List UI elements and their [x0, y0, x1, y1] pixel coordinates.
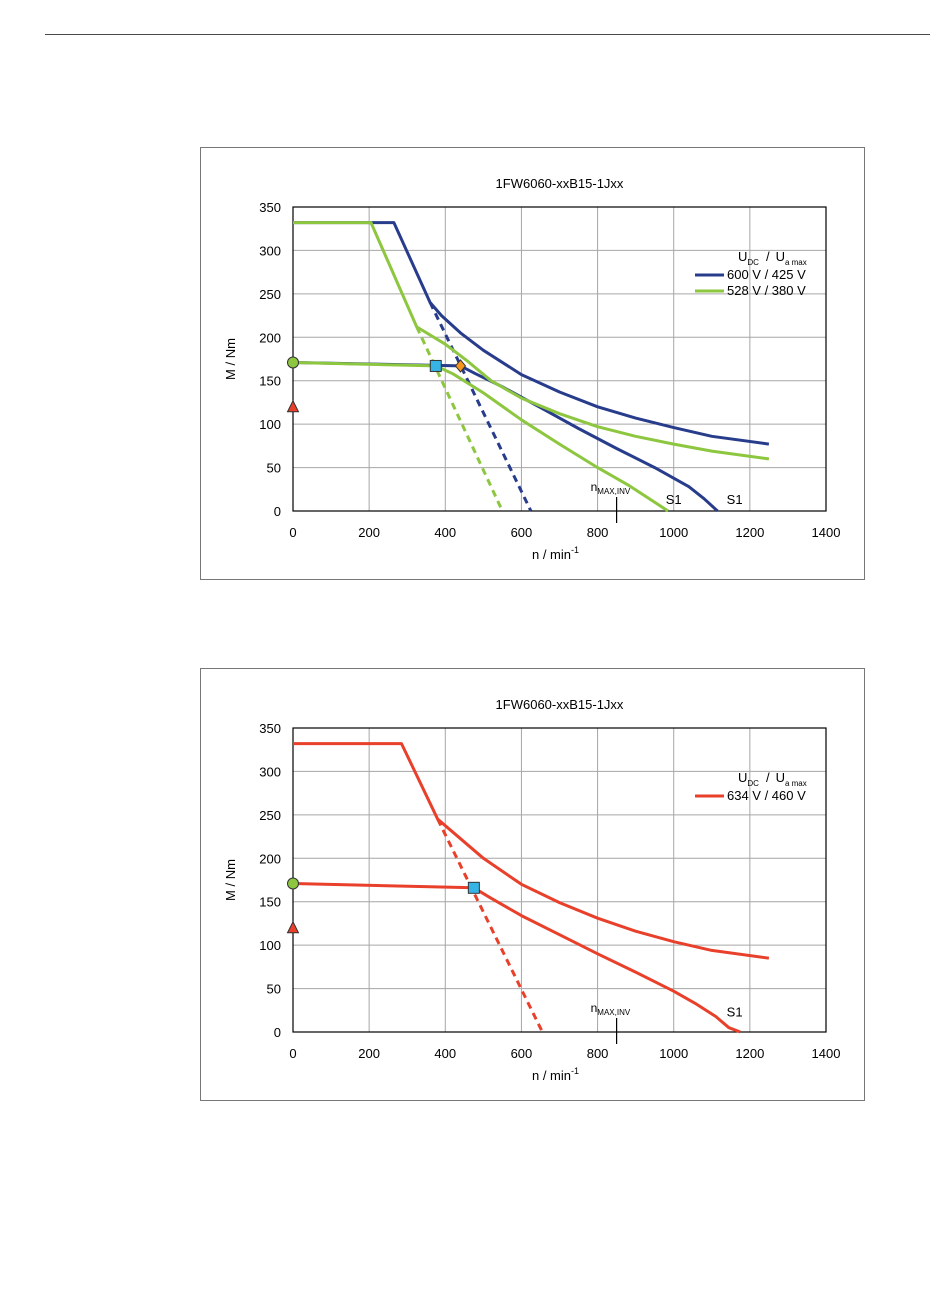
x-tick-label: 1200 — [735, 1046, 764, 1061]
x-axis-label-base: n / min — [532, 547, 571, 562]
s1-label: S1 — [666, 492, 682, 507]
y-tick-label: 300 — [259, 764, 281, 779]
legend-header-u1: U — [738, 770, 747, 785]
series-line-2 — [292, 361, 719, 513]
x-axis-label: n / min-1 — [532, 545, 579, 562]
chart-title: 1FW6060-xxB15-1Jxx — [496, 176, 624, 191]
series-line-1 — [428, 301, 533, 512]
legend-entry-label: 600 V / 425 V — [727, 267, 806, 282]
y-tick-label: 150 — [259, 374, 281, 389]
x-tick-label: 200 — [358, 1046, 380, 1061]
x-axis-label-sup: -1 — [571, 545, 579, 555]
y-tick-label: 200 — [259, 851, 281, 866]
s1-label: S1 — [727, 1004, 743, 1019]
y-tick-label: 100 — [259, 417, 281, 432]
x-tick-label: 0 — [289, 525, 296, 540]
chart-panel-1: 1FW6060-xxB15-1Jxx 0 200 400 600 800 1000 1200 1… — [200, 147, 865, 580]
legend-header-sep: / — [766, 249, 770, 264]
y-tick-label: 100 — [259, 938, 281, 953]
series-line-0 — [293, 742, 770, 960]
y-tick-label: 300 — [259, 243, 281, 258]
marker-diamond — [454, 359, 467, 373]
x-tick-label: 1400 — [812, 1046, 841, 1061]
marker-circle — [287, 356, 299, 369]
x-axis-label: n / min-1 — [532, 1066, 579, 1083]
y-tick-label: 0 — [274, 1025, 281, 1040]
x-tick-label: 800 — [587, 525, 609, 540]
x-axis-label-base: n / min — [532, 1068, 571, 1083]
legend-header-s2: a max — [785, 779, 807, 788]
legend-header-u2: U — [776, 249, 785, 264]
n-max-inv-n: n — [591, 480, 598, 494]
legend-entry-label: 634 V / 460 V — [727, 788, 806, 803]
x-tick-label: 600 — [511, 525, 533, 540]
x-tick-label: 200 — [358, 525, 380, 540]
series-line-5 — [292, 361, 669, 513]
s1-label: S1 — [727, 492, 743, 507]
series-line-1 — [436, 818, 544, 1033]
series-line-0 — [293, 221, 770, 446]
n-max-inv-n: n — [591, 1001, 598, 1015]
marker-circle — [287, 877, 299, 890]
legend-header-sep: / — [766, 770, 770, 785]
legend-header-s1: DC — [747, 258, 759, 267]
x-tick-label: 1000 — [659, 525, 688, 540]
marker-triangle — [286, 399, 300, 413]
x-tick-label: 1400 — [812, 525, 841, 540]
x-tick-label: 1200 — [735, 525, 764, 540]
y-tick-label: 250 — [259, 808, 281, 823]
y-tick-label: 250 — [259, 287, 281, 302]
y-tick-label: 50 — [267, 982, 281, 997]
marker-square — [429, 359, 442, 372]
y-axis-label: M / Nm — [223, 859, 238, 901]
x-tick-label: 800 — [587, 1046, 609, 1061]
legend-entry-label: 528 V / 380 V — [727, 283, 806, 298]
n-max-inv-label: nMAX,INV — [591, 1001, 631, 1017]
x-tick-label: 400 — [434, 1046, 456, 1061]
x-tick-label: 400 — [434, 525, 456, 540]
series-line-3 — [293, 221, 770, 461]
x-tick-label: 0 — [289, 1046, 296, 1061]
legend-header-u2: U — [776, 770, 785, 785]
y-tick-label: 350 — [259, 721, 281, 736]
legend-header: UDC / Ua max — [738, 770, 807, 788]
y-tick-label: 50 — [267, 461, 281, 476]
n-max-inv-sub: MAX,INV — [597, 487, 631, 496]
marker-triangle — [286, 920, 300, 934]
legend-header-u1: U — [738, 249, 747, 264]
x-tick-label: 600 — [511, 1046, 533, 1061]
series-line-4 — [415, 326, 504, 512]
legend-header: UDC / Ua max — [738, 249, 807, 267]
y-tick-label: 150 — [259, 895, 281, 910]
chart-title: 1FW6060-xxB15-1Jxx — [496, 697, 624, 712]
series-line-2 — [292, 882, 741, 1034]
legend-header-s2: a max — [785, 258, 807, 267]
x-tick-label: 1000 — [659, 1046, 688, 1061]
chart-panel-2: 1FW6060-xxB15-1Jxx 0 200 400 600 800 1000 1200 1… — [200, 668, 865, 1101]
y-tick-label: 200 — [259, 330, 281, 345]
y-axis-label: M / Nm — [223, 338, 238, 380]
marker-square — [467, 881, 480, 894]
x-axis-label-sup: -1 — [571, 1066, 579, 1076]
page-top-rule — [45, 34, 930, 35]
n-max-inv-sub: MAX,INV — [597, 1008, 631, 1017]
legend-header-s1: DC — [747, 779, 759, 788]
n-max-inv-label: nMAX,INV — [591, 480, 631, 496]
y-tick-label: 0 — [274, 504, 281, 519]
y-tick-label: 350 — [259, 200, 281, 215]
